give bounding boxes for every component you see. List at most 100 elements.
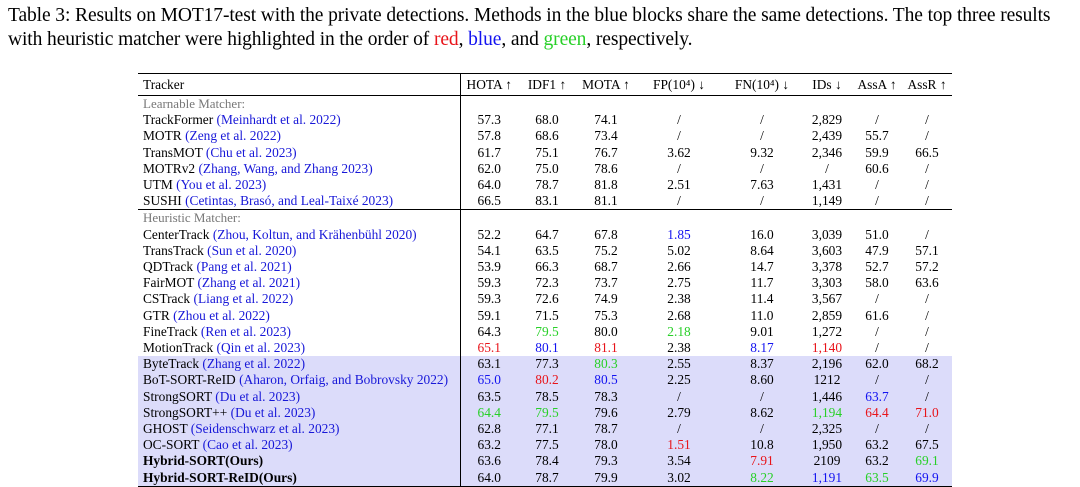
metric-cell: / [925,160,929,176]
metric-cell: 57.1 [915,242,939,258]
citation-link[interactable]: (Du et al. 2023) [230,404,316,420]
metric-cell: 2,196 [802,356,852,373]
metric-cell: 79.5 [535,323,559,339]
metric-cell: 53.9 [459,259,518,276]
tracker-name: TransTrack [143,242,204,258]
metric-cell: 5.02 [667,242,691,258]
metric-cell: 8.22 [722,469,802,487]
metric-cell: 62.8 [459,421,518,438]
metric-cell: 7.63 [750,177,774,193]
metric-cell: 78.6 [594,160,618,176]
metric-cell: 60.6 [865,160,889,176]
citation-link[interactable]: (Zeng et al. 2022) [185,128,281,144]
citation-link[interactable]: (Zhou et al. 2022) [173,307,270,323]
tracker-cell: BoT-SORT-ReID (Aharon, Orfaig, and Bobro… [138,372,460,389]
column-header: HOTA ↑ [459,73,518,96]
citation-link[interactable]: (Du et al. 2023) [215,388,301,404]
metric-cell: 78.3 [576,388,636,405]
group-title: Learnable Matcher: [143,96,246,111]
citation-link[interactable]: (Cao et al. 2023) [202,437,293,453]
table-row: CenterTrack (Zhou, Koltun, and Krähenbüh… [138,226,952,243]
metric-cell: 57.3 [459,112,518,129]
metric-cell: / [925,128,929,144]
metric-cell: 80.3 [576,356,636,373]
metric-cell: 14.7 [750,259,774,275]
empty-cell [852,96,902,113]
metric-cell: / [636,388,722,405]
metric-cell: / [760,128,764,144]
metric-cell: 3,603 [811,242,843,258]
citation-link[interactable]: (Liang et al. 2022) [193,291,294,307]
metric-cell: 1,140 [811,340,843,356]
citation-link[interactable]: (Zhang, Wang, and Zhang 2023) [198,160,373,176]
metric-cell: 58.0 [865,275,889,291]
metric-cell: 78.7 [576,421,636,438]
metric-cell: 67.8 [594,226,618,242]
caption-green-word: green [543,29,587,50]
tracker-cell: TransMOT (Chu et al. 2023) [138,145,460,161]
tracker-cell: MOTR (Zeng et al. 2022) [138,128,460,144]
metric-cell: 2,829 [811,112,843,128]
table-row: ByteTrack (Zhang et al. 2022) 63.1 77.3 80.… [138,356,952,373]
table-row: CSTrack (Liang et al. 2022) 59.3 72.6 74.9 2… [138,291,952,308]
metric-cell: 52.7 [865,259,889,275]
tracker-name: MotionTrack [143,340,214,356]
metric-cell: 76.7 [594,144,618,160]
metric-cell: 77.3 [518,356,576,373]
metric-cell: 79.3 [576,453,636,470]
metric-cell: 51.0 [865,226,889,242]
tracker-cell: Hybrid-SORT-ReID(Ours) [138,469,460,487]
tracker-name: ByteTrack [143,356,200,372]
metric-cell: / [925,226,929,242]
metric-cell: 67.5 [902,437,952,454]
metric-cell: 2,325 [802,421,852,438]
tracker-name: MOTRv2 [143,160,196,176]
citation-link[interactable]: (Qin et al. 2023) [216,340,306,356]
metric-cell: 77.5 [518,437,576,454]
citation-link[interactable]: (Aharon, Orfaig, and Bobrovsky 2022) [239,372,449,388]
metric-cell: 68.7 [594,259,618,275]
metric-cell: 65.0 [459,372,518,389]
metric-cell: 2.66 [667,259,691,275]
metric-cell: 63.7 [852,388,902,405]
metric-cell: 80.5 [576,372,636,389]
metric-cell: 68.2 [902,356,952,373]
metric-cell: / [875,291,879,307]
metric-cell: 2.51 [667,177,691,193]
metric-cell: 78.7 [535,177,559,193]
metric-cell: 65.1 [459,340,518,357]
citation-link[interactable]: (Ren et al. 2023) [200,323,291,339]
metric-cell: 1,950 [802,437,852,454]
tracker-name: QDTrack [143,259,194,275]
empty-cell [518,96,576,113]
metric-cell: / [825,160,829,176]
table-row: Hybrid-SORT(Ours) 63.6 78.4 79.3 3.54 7.91 210… [138,453,952,470]
metric-cell: / [875,323,879,339]
metric-cell: 71.5 [535,307,559,323]
citation-link[interactable]: (Chu et al. 2023) [205,144,297,160]
citation-link[interactable]: (Cetintas, Brasó, and Leal-Taixé 2023) [185,193,394,209]
tracker-cell: FineTrack (Ren et al. 2023) [138,324,460,340]
citation-link[interactable]: (Zhang et al. 2021) [197,275,301,291]
metric-cell: / [902,372,952,389]
metric-cell: / [636,421,722,438]
citation-link[interactable]: (You et al. 2023) [176,177,267,193]
metric-cell: 63.6 [915,275,939,291]
metric-cell: 8.60 [722,372,802,389]
table-caption: Table 3: Results on MOT17-test with the … [8,5,1051,50]
metric-cell: 1212 [802,372,852,389]
empty-cell [802,96,852,113]
citation-link[interactable]: (Seidenschwarz et al. 2023) [190,421,340,437]
citation-link[interactable]: (Meinhardt et al. 2022) [216,112,341,128]
metric-cell: 57.2 [915,259,939,275]
metric-cell: 47.9 [865,242,889,258]
tracker-name: CSTrack [143,291,191,307]
empty-cell [852,209,902,227]
citation-link[interactable]: (Zhou, Koltun, and Krähenbühl 2020) [212,226,417,242]
table-row: FineTrack (Ren et al. 2023) 64.3 79.5 80.0 2… [138,323,952,341]
citation-link[interactable]: (Zhang et al. 2022) [202,356,306,372]
metric-cell: / [677,160,681,176]
metric-cell: 2,859 [811,307,843,323]
citation-link[interactable]: (Sun et al. 2020) [207,242,297,258]
citation-link[interactable]: (Pang et al. 2021) [196,259,292,275]
